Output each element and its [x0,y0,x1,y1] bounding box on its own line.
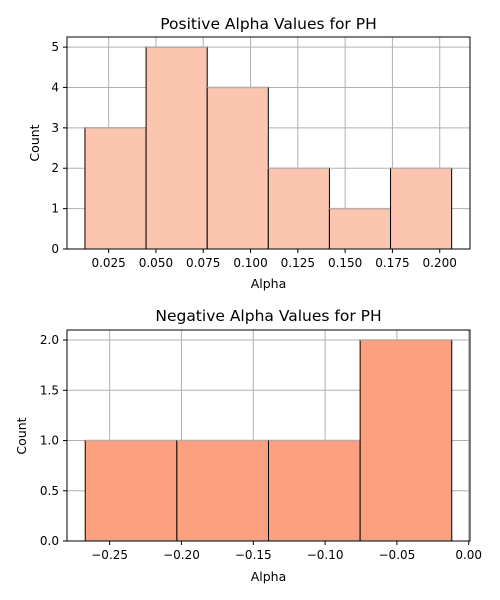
chart-negative-alpha: Negative Alpha Values for PH −0.25 −0.20−… [14,307,482,584]
x-tick-label: 0.125 [281,256,315,270]
x-tick-label: 0.150 [328,256,362,270]
x-axis-label: Alpha [251,276,287,291]
histogram-bar [84,440,178,542]
x-tick-label: 0.075 [186,256,220,270]
chart-positive-alpha: Positive Alpha Values for PH 0.025 0.050 0… [27,15,471,291]
y-axis-label: Count [27,124,42,161]
histogram-bar [176,440,269,542]
x-tick-label: 0.100 [233,256,267,270]
y-tick-label: 2.0 [40,333,59,347]
y-tick-label: 2 [51,161,59,175]
y-tick-label: 4 [51,80,59,94]
x-tick-label: 0.00 [455,548,482,562]
x-tick-label: 0.175 [375,256,409,270]
histogram-bar [84,127,147,250]
x-tick-label: −0.15 [235,548,272,562]
plot-frame [66,36,471,250]
x-tick-label: −0.05 [379,548,416,562]
histogram-bar [359,339,453,542]
x-ticks: 0.025 0.050 0.075 0.100 0.125 0.150 0.175 0.200 [91,249,457,270]
x-axis-label: Alpha [251,569,287,584]
histogram-bar [328,208,392,250]
y-tick-label: 0.5 [40,484,59,498]
x-tick-label: −0.25 [91,548,128,562]
plot-frame [66,329,471,542]
bars [84,339,453,542]
y-tick-label: 1.5 [40,383,59,397]
y-tick-label: 0.0 [40,534,59,548]
y-ticks: 0 1 2 3 4 5 [51,40,67,256]
histogram-bar [390,167,453,250]
y-tick-label: 5 [51,40,59,54]
y-tick-label: 3 [51,121,59,135]
x-tick-label: 0.200 [423,256,457,270]
histogram-bar [267,167,330,250]
y-tick-label: 1 [51,202,59,216]
y-axis-label: Count [14,417,29,454]
x-ticks: −0.25 −0.20 −0.15 −0.10 −0.05 0.00 [91,541,482,562]
y-ticks: 0.0 0.5 1.0 1.5 2.0 [40,333,67,548]
x-tick-label: 0.050 [139,256,173,270]
x-tick-label: −0.20 [163,548,200,562]
histogram-bar [206,86,269,250]
histogram-bar [268,440,361,542]
x-tick-label: 0.025 [91,256,125,270]
y-tick-label: 1.0 [40,434,59,448]
y-tick-label: 0 [51,242,59,256]
histogram-bar [145,46,208,250]
chart-title: Negative Alpha Values for PH [155,307,381,325]
chart-title: Positive Alpha Values for PH [160,15,377,33]
x-tick-label: −0.10 [307,548,344,562]
